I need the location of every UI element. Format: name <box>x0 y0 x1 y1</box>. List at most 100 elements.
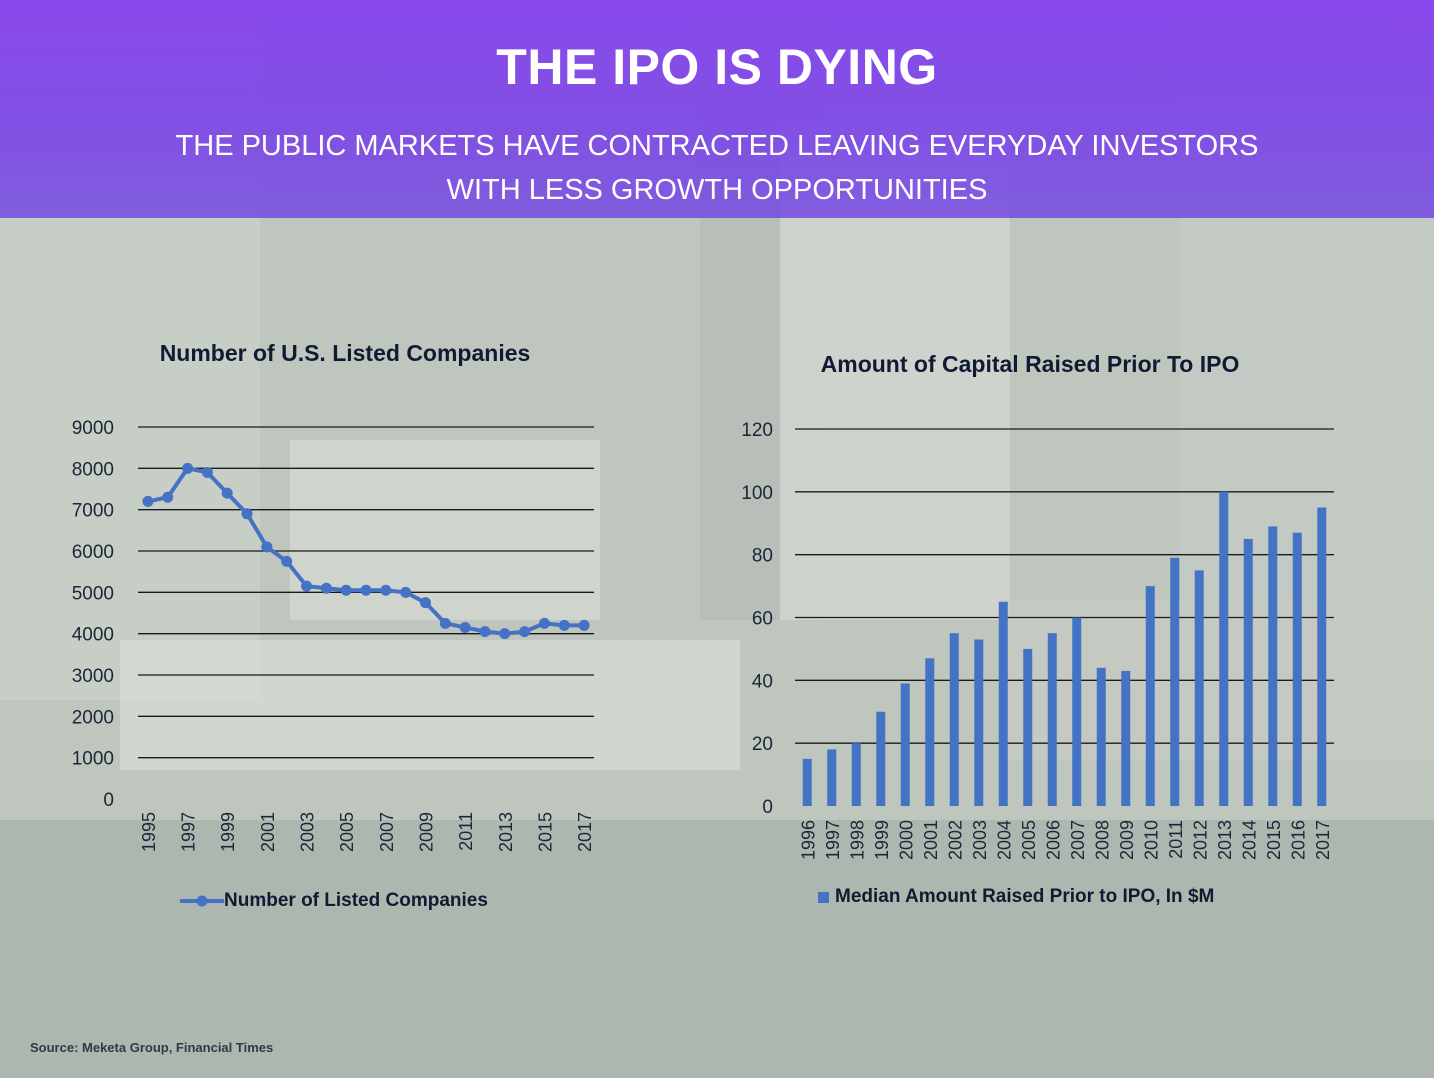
bar-y-tick-label: 20 <box>752 734 773 755</box>
line-data-point <box>578 619 590 631</box>
bar-mark <box>1047 633 1057 806</box>
bar-legend-marker <box>818 891 829 903</box>
bar-x-tick-label: 2013 <box>1215 820 1235 860</box>
page-subtitle: THE PUBLIC MARKETS HAVE CONTRACTED LEAVI… <box>175 130 1259 206</box>
line-x-tick-label: 1999 <box>218 812 238 852</box>
line-data-point <box>320 582 332 594</box>
bar-x-tick-label: 2017 <box>1313 820 1333 860</box>
bar-mark <box>827 749 837 806</box>
bar-mark <box>1121 670 1131 806</box>
bar-mark <box>925 658 935 806</box>
line-data-point <box>519 626 531 638</box>
line-y-tick-label: 1000 <box>72 749 114 770</box>
bar-x-tick-label: 2012 <box>1190 820 1210 860</box>
line-data-point <box>439 617 451 629</box>
line-chart-title: Number of U.S. Listed Companies <box>159 340 531 366</box>
bar-mark <box>876 711 886 806</box>
bar-x-tick-label: 2006 <box>1043 820 1063 860</box>
page-title: THE IPO IS DYING <box>496 39 938 95</box>
bar-y-tick-label: 120 <box>741 420 773 441</box>
bar-mark <box>851 743 861 806</box>
bar-x-tick-label: 2008 <box>1092 820 1112 860</box>
line-data-point <box>142 495 154 507</box>
bar-x-tick-label: 1997 <box>823 820 843 860</box>
line-y-tick-label: 8000 <box>72 459 114 480</box>
line-data-point <box>182 462 194 474</box>
bar-chart-title: Amount of Capital Raised Prior To IPO <box>820 351 1240 377</box>
line-chart-legend: Number of Listed Companies <box>180 890 488 912</box>
bar-y-tick-label: 80 <box>752 546 773 567</box>
line-y-tick-label: 6000 <box>72 542 114 563</box>
bar-x-tick-label: 2002 <box>945 820 965 860</box>
line-data-point <box>301 580 313 592</box>
line-data-point <box>360 584 372 596</box>
line-data-point <box>479 626 491 638</box>
source-note: Source: Meketa Group, Financial Times <box>30 1040 274 1055</box>
line-x-tick-label: 2005 <box>337 812 357 852</box>
bar-x-tick-label: 1998 <box>847 820 867 860</box>
line-y-tick-label: 2000 <box>72 707 114 728</box>
bar-chart-legend: Median Amount Raised Prior to IPO, In $M <box>818 886 1214 908</box>
bar-x-tick-label: 2010 <box>1141 820 1161 860</box>
bar-mark <box>1317 507 1327 806</box>
line-y-tick-label: 0 <box>103 790 114 811</box>
line-data-point <box>380 584 392 596</box>
line-data-point <box>281 555 293 567</box>
bar-mark <box>1072 617 1082 806</box>
bar-mark <box>802 758 812 806</box>
line-x-tick-label: 1997 <box>179 812 199 852</box>
bar-x-tick-label: 2014 <box>1239 820 1259 860</box>
bar-x-tick-label: 2000 <box>896 820 916 860</box>
line-data-point <box>558 619 570 631</box>
bar-x-tick-label: 2005 <box>1019 820 1039 860</box>
bar-legend-label: Median Amount Raised Prior to IPO, In $M <box>835 886 1215 907</box>
line-data-point <box>162 491 174 503</box>
line-y-tick-label: 3000 <box>72 666 114 687</box>
line-data-point <box>201 466 213 478</box>
header-banner <box>0 0 1434 218</box>
line-x-tick-label: 2003 <box>298 812 318 852</box>
line-data-point <box>419 597 431 609</box>
bar-x-tick-label: 2015 <box>1264 820 1284 860</box>
bar-x-tick-label: 2016 <box>1288 820 1308 860</box>
line-data-point <box>459 621 471 633</box>
bar-mark <box>1096 667 1106 806</box>
bar-mark <box>1243 538 1253 806</box>
line-x-tick-label: 2013 <box>496 812 516 852</box>
line-data-point <box>340 584 352 596</box>
bar-mark <box>1219 491 1229 806</box>
bar-y-tick-label: 40 <box>752 671 773 692</box>
line-y-tick-label: 5000 <box>72 583 114 604</box>
bar-mark <box>949 633 959 806</box>
line-data-point <box>499 628 511 640</box>
line-x-tick-label: 2007 <box>377 812 397 852</box>
line-data-point <box>400 586 412 598</box>
bar-mark <box>1194 570 1204 806</box>
bar-mark <box>1023 648 1033 806</box>
line-x-tick-label: 2001 <box>258 812 278 852</box>
bar-mark <box>1268 526 1278 806</box>
line-y-tick-label: 4000 <box>72 625 114 646</box>
bar-mark <box>1170 557 1180 806</box>
bar-y-tick-label: 0 <box>762 797 773 818</box>
line-legend-label: Number of Listed Companies <box>224 890 488 911</box>
bar-x-tick-label: 1999 <box>872 820 892 860</box>
line-legend-marker <box>180 895 224 907</box>
line-x-tick-label: 2011 <box>456 812 476 851</box>
bar-mark <box>1145 586 1155 806</box>
line-y-tick-label: 9000 <box>72 418 114 439</box>
bar-x-tick-label: 2003 <box>970 820 990 860</box>
line-y-tick-label: 7000 <box>72 501 114 522</box>
line-data-point <box>241 508 253 520</box>
bar-x-tick-label: 2011 <box>1166 820 1186 859</box>
bar-mark <box>900 683 910 806</box>
bar-mark <box>1292 532 1302 806</box>
line-x-tick-label: 2017 <box>575 812 595 852</box>
bar-x-tick-label: 2007 <box>1068 820 1088 860</box>
bar-mark <box>998 601 1008 806</box>
bar-mark <box>974 639 984 806</box>
bar-x-tick-label: 1996 <box>798 820 818 860</box>
line-data-point <box>261 541 273 553</box>
line-x-tick-label: 1995 <box>139 812 159 852</box>
